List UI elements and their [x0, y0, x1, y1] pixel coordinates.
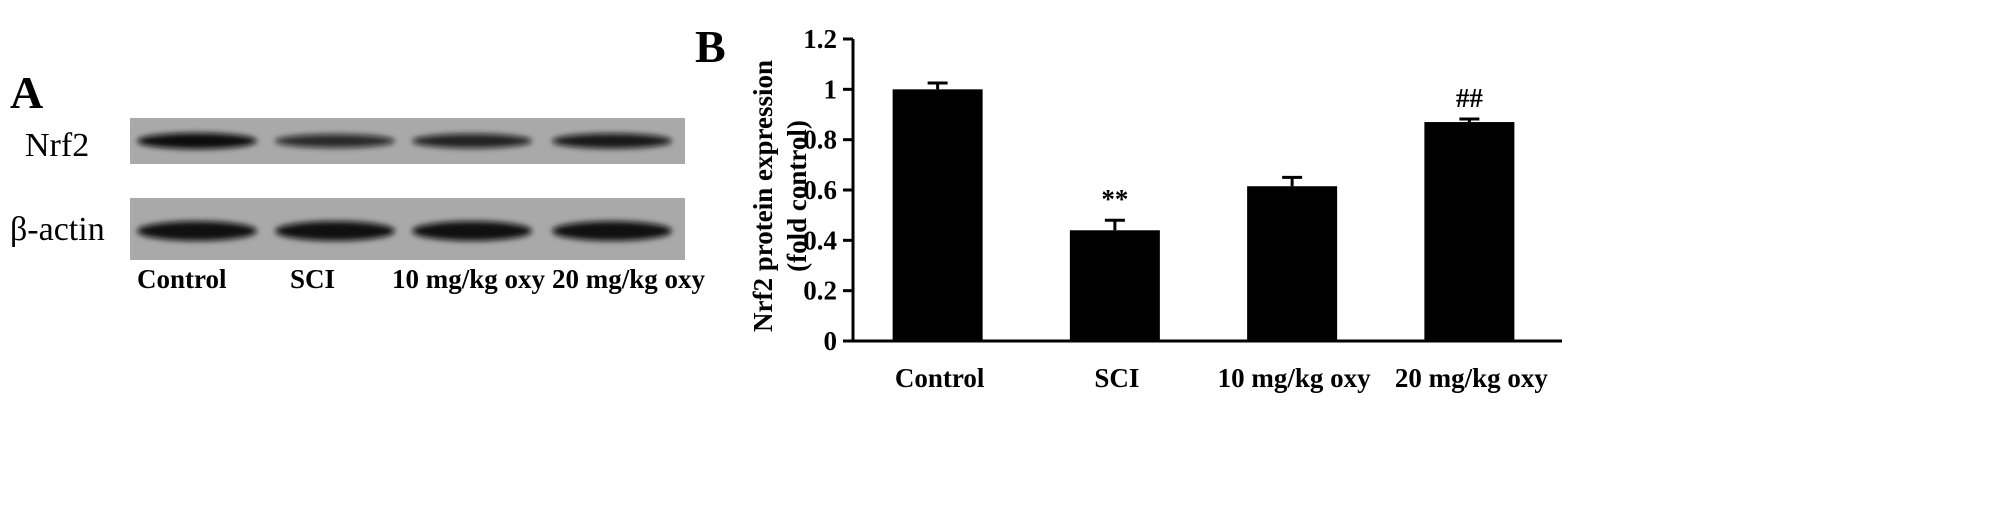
blot-band — [275, 134, 395, 148]
blot-band — [412, 133, 532, 149]
lane-label-20mg: 20 mg/kg oxy — [552, 264, 706, 294]
blot-band — [137, 133, 257, 149]
blot-band — [275, 221, 395, 241]
y-tick-label: 1.2 — [803, 24, 837, 54]
panel-a-letter: A — [10, 67, 43, 118]
y-tick-label: 0.2 — [803, 276, 837, 306]
y-tick-label: 1 — [824, 74, 838, 104]
x-category-label: Control — [895, 363, 985, 393]
x-category-label: 20 mg/kg oxy — [1395, 363, 1549, 393]
beta-actin-bands — [137, 221, 672, 241]
y-axis-title-line2: (fold control) — [782, 120, 812, 272]
x-axis-labels: Control SCI 10 mg/kg oxy 20 mg/kg oxy — [895, 363, 1549, 393]
blot-band — [412, 221, 532, 241]
blot-band — [552, 221, 672, 241]
blot-row-label-nrf2: Nrf2 — [25, 127, 89, 164]
blot-band — [137, 221, 257, 241]
lane-label-sci: SCI — [290, 264, 335, 294]
panel-b-letter: B — [695, 21, 726, 72]
bar — [892, 89, 983, 341]
y-tick-label: 0.8 — [803, 125, 837, 155]
nrf2-bands — [137, 133, 672, 149]
bar — [1247, 186, 1338, 341]
lane-label-control: Control — [137, 264, 227, 294]
blot-row-label-beta-actin: β-actin — [10, 211, 105, 248]
bar — [1069, 230, 1160, 341]
y-axis-title-line1: Nrf2 protein expression — [748, 60, 778, 332]
x-category-label: 10 mg/kg oxy — [1218, 363, 1372, 393]
significance-marker: ## — [1456, 83, 1484, 113]
significance-marker: ** — [1101, 184, 1128, 214]
bar — [1424, 122, 1515, 341]
y-axis-ticks: 0 0.2 0.4 0.6 0.8 1 1.2 — [803, 24, 853, 356]
x-category-label: SCI — [1094, 363, 1139, 393]
bars: ** ## — [892, 81, 1515, 341]
y-axis-title: Nrf2 protein expression (fold control) — [748, 60, 812, 332]
y-tick-label: 0.4 — [803, 225, 837, 255]
y-tick-label: 0.6 — [803, 175, 837, 205]
lane-label-10mg: 10 mg/kg oxy — [392, 264, 546, 294]
y-tick-label: 0 — [824, 326, 838, 356]
blot-band — [552, 133, 672, 149]
